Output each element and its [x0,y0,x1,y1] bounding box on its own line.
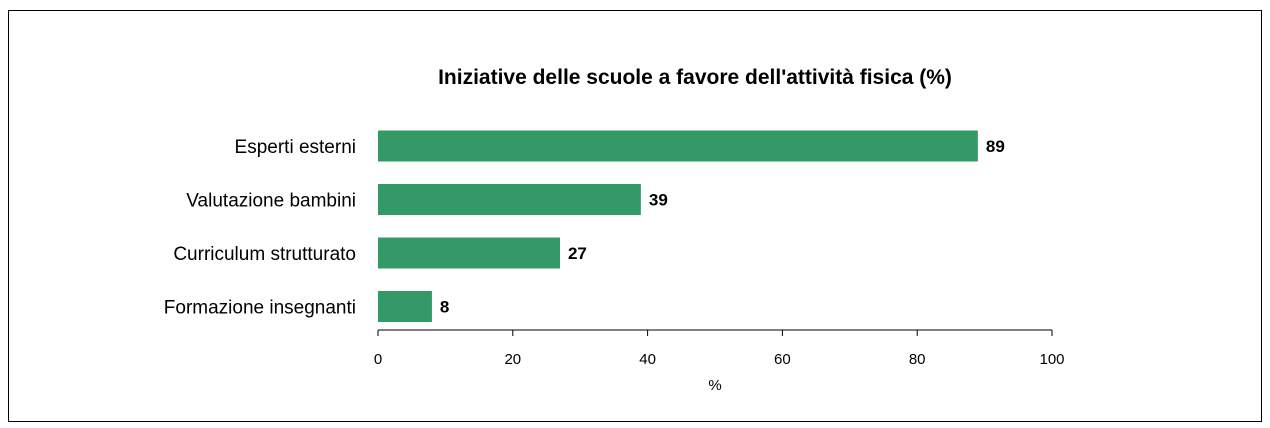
category-label-3: Formazione insegnanti [164,298,356,319]
chart-title: Iniziative delle scuole a favore dell'at… [438,66,952,89]
bar-2 [378,237,560,269]
bars-layer: Esperti esterni 89 Valutazione bambini 39 Cu… [164,130,1005,322]
bar-0 [378,130,978,162]
category-label-1: Valutazione bambini [186,191,356,212]
bar-3 [378,291,432,322]
x-axis-label: % [708,377,721,394]
category-label-2: Curriculum strutturato [173,244,356,265]
data-label-3: 8 [440,298,449,317]
x-tick-label-0: 0 [374,351,382,368]
data-label-0: 89 [986,137,1005,156]
data-label-2: 27 [568,244,587,263]
x-tick-label-5: 100 [1039,351,1064,368]
chart-frame [8,10,1262,422]
x-axis: 0 20 40 60 80 100 [374,329,1065,368]
data-label-1: 39 [649,191,668,210]
bar-1 [378,184,641,215]
category-label-0: Esperti esterni [235,137,356,158]
x-tick-label-1: 20 [504,351,521,368]
x-tick-label-4: 80 [909,351,926,368]
x-tick-label-3: 60 [774,351,791,368]
x-tick-label-2: 40 [639,351,656,368]
